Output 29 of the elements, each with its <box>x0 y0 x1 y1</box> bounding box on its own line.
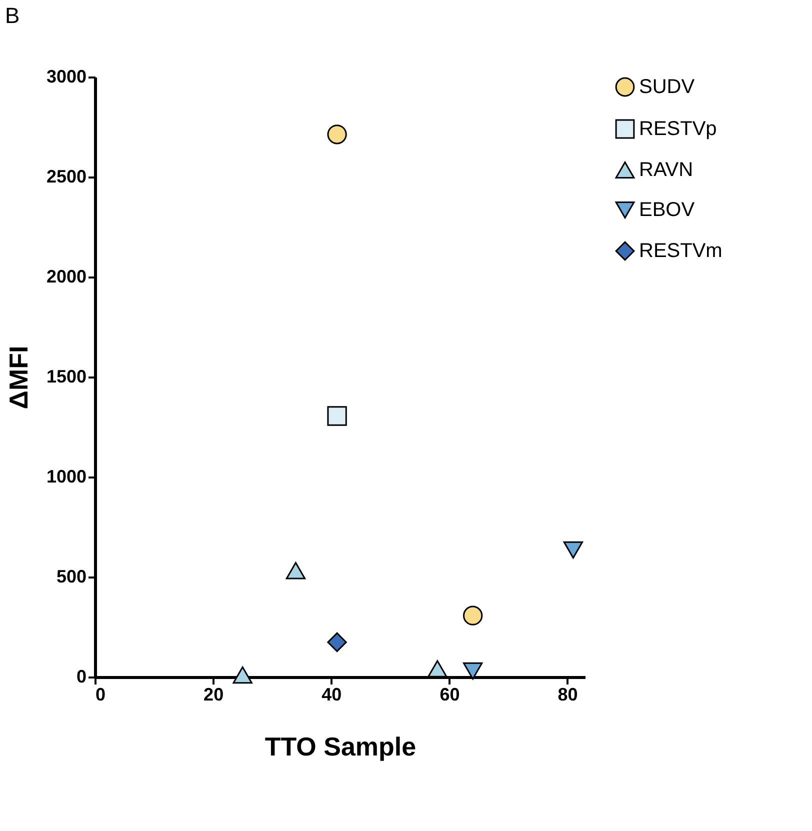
legend-label: RESTVm <box>639 240 722 262</box>
legend-label: SUDV <box>639 76 696 98</box>
y-tick-label: 3000 <box>46 66 86 86</box>
legend-label: RAVN <box>639 159 694 181</box>
x-axis-title: TTO Sample <box>264 732 416 762</box>
point <box>463 606 483 626</box>
y-tick-label: 1500 <box>46 366 86 386</box>
y-tick-label: 1000 <box>46 466 86 486</box>
point <box>428 660 448 678</box>
x-tick-label: 80 <box>558 684 578 704</box>
y-tick-label: 0 <box>76 666 86 686</box>
x-tick-label: 20 <box>204 684 224 704</box>
y-tick-label: 2000 <box>46 266 86 286</box>
x-tick-label: 60 <box>440 684 460 704</box>
y-tick-label: 500 <box>56 566 86 586</box>
point <box>327 632 347 652</box>
point <box>463 662 483 680</box>
point <box>286 562 306 580</box>
x-tick-label: 0 <box>96 684 106 704</box>
legend-label: RESTVp <box>639 118 717 140</box>
point <box>232 666 252 684</box>
x-tick-label: 40 <box>322 684 342 704</box>
chart-title: B <box>5 3 20 28</box>
point <box>563 541 584 559</box>
point <box>327 124 347 144</box>
legend-label: EBOV <box>639 199 696 221</box>
point <box>327 406 347 426</box>
y-axis-title: ΔMFI <box>3 346 34 410</box>
y-tick-label: 2500 <box>46 166 86 186</box>
